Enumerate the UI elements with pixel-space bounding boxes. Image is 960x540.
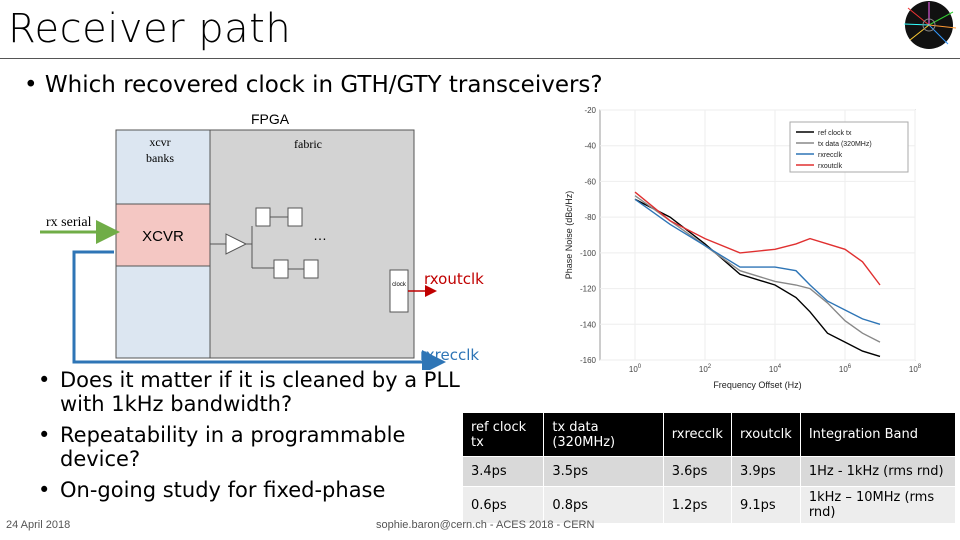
- bullet-item: Does it matter if it is cleaned by a PLL…: [38, 368, 468, 416]
- y-tick-label: -40: [584, 142, 596, 151]
- clock-buffer-block: [389, 269, 409, 313]
- rx-serial-label: rx serial: [46, 215, 92, 230]
- rxrecclk-label: rxrecclk: [420, 346, 479, 364]
- table-header-cell: Integration Band: [799, 412, 957, 457]
- table-cell: 3.4ps: [461, 456, 545, 487]
- slide-title: Receiver path: [8, 6, 292, 52]
- fabric-label: fabric: [294, 137, 322, 151]
- table-header-cell: ref clock tx: [461, 412, 545, 457]
- table-cell: 1.2ps: [662, 486, 732, 524]
- y-tick-label: -140: [580, 320, 597, 329]
- legend-entry: ref clock tx: [818, 130, 852, 137]
- legend-entry: rxrecclk: [818, 152, 843, 159]
- table-cell: 3.6ps: [662, 456, 732, 487]
- series-line: [634, 195, 881, 343]
- y-tick-label: -160: [580, 356, 597, 365]
- y-tick-label: -80: [584, 213, 596, 222]
- footer-date: 24 April 2018: [6, 519, 71, 531]
- flip-flop-icon: [287, 207, 303, 227]
- series-line: [634, 198, 881, 358]
- legend-entry: tx data (320MHz): [818, 141, 872, 148]
- y-axis-label: Phase Noise (dBc/Hz): [564, 191, 574, 280]
- table-cell: 9.1ps: [730, 486, 801, 524]
- table-row: 0.6ps 0.8ps 1.2ps 9.1ps 1kHz – 10MHz (rm…: [461, 486, 957, 524]
- series-line: [634, 198, 881, 325]
- rxrecclk-loop: [72, 250, 446, 370]
- x-tick-label: 106: [839, 364, 852, 374]
- bullet-item: On-going study for fixed-phase: [38, 478, 468, 502]
- y-tick-label: -20: [584, 106, 596, 115]
- bullet-item: Repeatability in a programmable device?: [38, 423, 468, 471]
- cern-logo-icon: [903, 1, 957, 49]
- x-tick-label: 100: [629, 364, 642, 374]
- rxoutclk-label: rxoutclk: [424, 270, 484, 288]
- table-header-cell: rxoutclk: [730, 412, 801, 457]
- x-tick-label: 102: [699, 364, 712, 374]
- table-header-row: ref clock tx tx data (320MHz) rxrecclk r…: [461, 412, 957, 457]
- main-bullet: • Which recovered clock in GTH/GTY trans…: [24, 72, 603, 98]
- title-divider: [0, 58, 960, 59]
- footer-credit: sophie.baron@cern.ch - ACES 2018 - CERN: [376, 519, 595, 531]
- table-cell: 1kHz – 10MHz (rms rnd): [799, 486, 957, 524]
- flip-flop-icon: [273, 259, 289, 279]
- table-cell: 3.5ps: [543, 456, 664, 487]
- y-tick-label: -100: [580, 249, 597, 258]
- flip-flop-icon: [303, 259, 319, 279]
- table-header-cell: tx data (320MHz): [543, 412, 664, 457]
- table-cell: 0.6ps: [461, 486, 545, 524]
- table-cell: 1Hz - 1kHz (rms rnd): [799, 456, 957, 487]
- x-tick-label: 104: [769, 364, 782, 374]
- clock-buffer-label: clock: [392, 282, 407, 288]
- y-tick-label: -60: [584, 177, 596, 186]
- x-tick-label: 108: [909, 364, 922, 374]
- bullet-list: Does it matter if it is cleaned by a PLL…: [38, 368, 468, 509]
- table-header-cell: rxrecclk: [662, 412, 732, 457]
- fpga-label: FPGA: [251, 111, 290, 127]
- xcvr-banks-label: xcvr banks: [146, 135, 174, 165]
- legend-entry: rxoutclk: [818, 163, 843, 170]
- fpga-diagram: FPGA xcvr banks fabric XCVR rx serial … c…: [40, 111, 484, 370]
- table-row: 3.4ps 3.5ps 3.6ps 3.9ps 1Hz - 1kHz (rms …: [461, 456, 957, 487]
- legend-box: [789, 121, 909, 173]
- xcvr-block-label: XCVR: [142, 228, 184, 245]
- table-cell: 3.9ps: [730, 456, 801, 487]
- ellipsis-label: …: [313, 227, 327, 243]
- phase-noise-plot: -20 -40 -60 -80 -100 -120 -140 -160 100 102 104 106…: [564, 106, 922, 390]
- table-cell: 0.8ps: [543, 486, 664, 524]
- flip-flop-icon: [255, 207, 271, 227]
- x-axis-label: Frequency Offset (Hz): [713, 380, 801, 390]
- y-tick-label: -120: [580, 285, 597, 294]
- jitter-table: ref clock tx tx data (320MHz) rxrecclk r…: [461, 412, 957, 524]
- series-line: [634, 191, 881, 286]
